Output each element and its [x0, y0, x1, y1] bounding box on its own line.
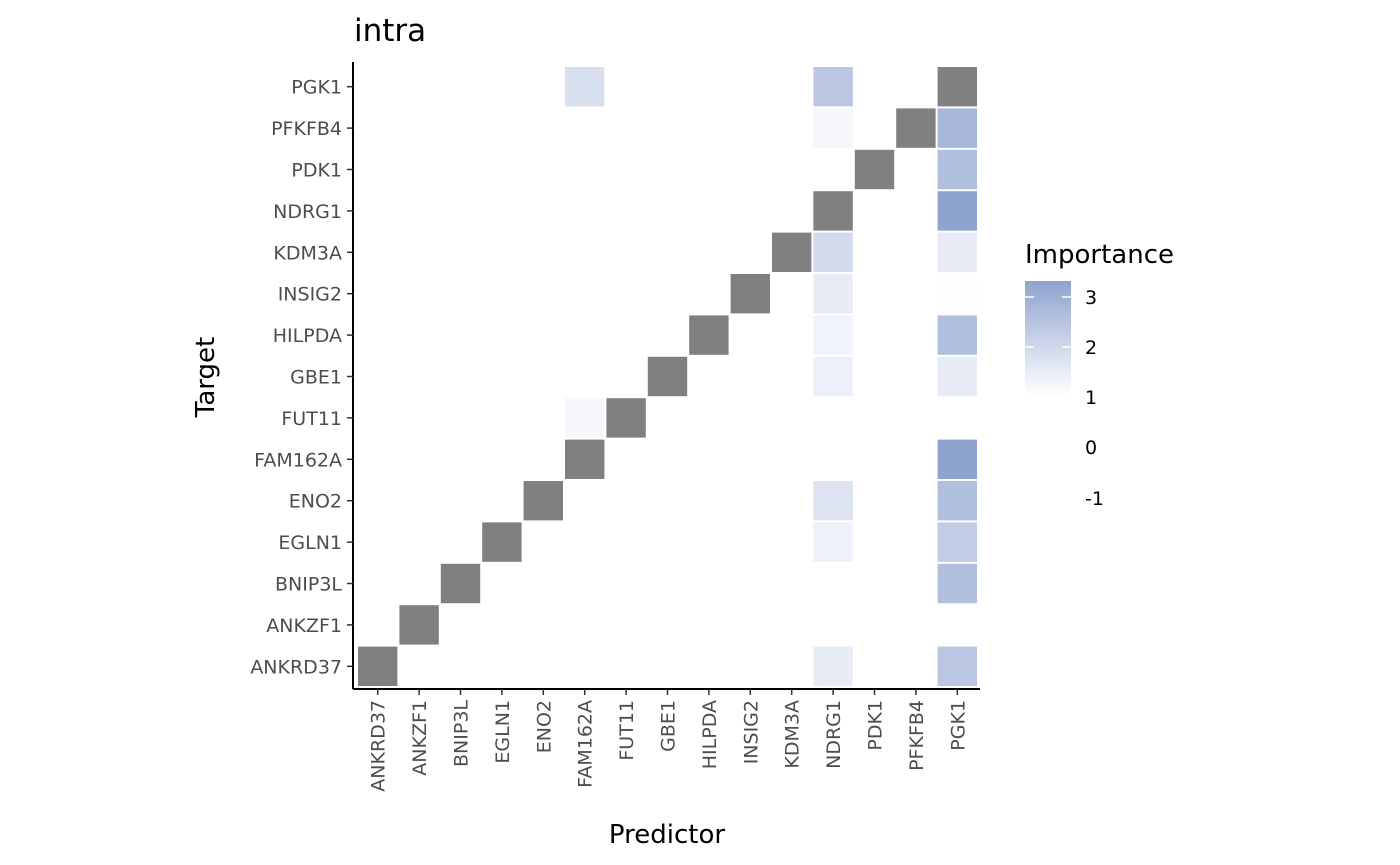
legend-label-0: 0 — [1085, 437, 1097, 459]
x-tick-label-eno2: ENO2 — [533, 700, 555, 753]
heatmap-cell-pgk1-fam162a — [937, 439, 977, 479]
heatmap-cell-fut11-fut11 — [606, 398, 646, 438]
x-tick-label-kdm3a: KDM3A — [782, 700, 804, 769]
heatmap-cell-ankzf1-ankzf1 — [399, 605, 439, 645]
heatmap-cell-eno2-eno2 — [523, 481, 563, 521]
heatmap-cell-pgk1-hilpda — [937, 315, 977, 355]
heatmap-cell-ankrd37-ankrd37 — [358, 646, 398, 686]
heatmap-cell-fam162a-fam162a — [565, 439, 605, 479]
heatmap-cell-gbe1-gbe1 — [647, 356, 688, 397]
legend-label-2: 2 — [1085, 337, 1097, 359]
heatmap-cell-pgk1-eno2 — [937, 481, 977, 521]
legend-label-3: 3 — [1085, 287, 1097, 309]
heatmap-cell-ndrg1-hilpda — [813, 315, 853, 355]
heatmap-cell-ndrg1-pgk1 — [813, 67, 853, 107]
legend-label-neg1: -1 — [1085, 488, 1104, 510]
x-tick-label-insig2: INSIG2 — [740, 700, 762, 764]
heatmap-cell-kdm3a-kdm3a — [772, 232, 812, 272]
x-tick-label-ankrd37: ANKRD37 — [368, 700, 390, 792]
y-axis-title: Target — [191, 337, 221, 418]
heatmap-cell-pgk1-pgk1 — [937, 67, 977, 107]
y-tick-label-insig2: INSIG2 — [278, 284, 342, 306]
x-tick-label-pfkfb4: PFKFB4 — [906, 700, 928, 771]
heatmap-cell-pgk1-pfkfb4 — [937, 108, 977, 148]
heatmap-cell-ndrg1-gbe1 — [813, 356, 853, 397]
y-tick-label-ankzf1: ANKZF1 — [266, 615, 342, 637]
y-tick-label-fam162a: FAM162A — [254, 449, 342, 471]
y-tick-label-egln1: EGLN1 — [278, 532, 342, 554]
heatmap-cell-pgk1-bnip3l — [937, 563, 977, 604]
x-tick-label-egln1: EGLN1 — [492, 700, 514, 764]
heatmap-cell-pgk1-ndrg1 — [937, 191, 977, 231]
heatmap-cell-pgk1-gbe1 — [937, 356, 977, 397]
heatmap-cell-hilpda-hilpda — [689, 315, 729, 355]
heatmap-cell-ndrg1-ankrd37 — [813, 646, 853, 686]
heatmap-cells — [358, 67, 977, 686]
x-tick-label-pgk1: PGK1 — [947, 700, 969, 751]
heatmap-cell-bnip3l-bnip3l — [440, 563, 481, 604]
heatmap-cell-ndrg1-eno2 — [813, 481, 853, 521]
heatmap-cell-fam162a-fut11 — [565, 398, 605, 438]
x-tick-label-ankzf1: ANKZF1 — [409, 700, 431, 776]
y-tick-label-bnip3l: BNIP3L — [275, 574, 342, 596]
legend-title: Importance — [1025, 240, 1174, 270]
x-tick-label-hilpda: HILPDA — [699, 700, 721, 769]
heatmap-cell-ndrg1-pfkfb4 — [813, 108, 853, 148]
y-tick-label-gbe1: GBE1 — [290, 367, 342, 389]
heatmap-cell-insig2-insig2 — [730, 274, 770, 314]
y-tick-label-pgk1: PGK1 — [291, 77, 342, 99]
x-tick-label-bnip3l: BNIP3L — [451, 700, 473, 767]
x-tick-label-fut11: FUT11 — [616, 700, 638, 761]
heatmap-cell-pgk1-ankrd37 — [937, 646, 977, 686]
y-tick-label-eno2: ENO2 — [289, 491, 342, 513]
heatmap-cell-pdk1-pdk1 — [854, 149, 895, 190]
heatmap-cell-pgk1-egln1 — [937, 522, 977, 562]
chart-title: intra — [354, 13, 426, 49]
y-tick-label-ndrg1: NDRG1 — [273, 201, 342, 223]
x-tick-label-fam162a: FAM162A — [575, 700, 597, 788]
x-axis-title: Predictor — [609, 820, 725, 850]
heatmap-cell-pfkfb4-pfkfb4 — [896, 108, 936, 148]
heatmap-cell-pgk1-insig2 — [937, 274, 977, 314]
y-tick-label-ankrd37: ANKRD37 — [250, 656, 342, 678]
x-tick-label-pdk1: PDK1 — [865, 700, 887, 751]
heatmap-cell-pgk1-kdm3a — [937, 232, 977, 272]
heatmap-cell-ndrg1-ndrg1 — [813, 191, 853, 231]
y-tick-label-fut11: FUT11 — [281, 408, 342, 430]
heatmap-cell-ndrg1-insig2 — [813, 274, 853, 314]
y-tick-label-pdk1: PDK1 — [291, 160, 342, 182]
y-tick-label-hilpda: HILPDA — [273, 325, 342, 347]
heatmap-cell-pgk1-pdk1 — [937, 149, 977, 190]
y-tick-label-pfkfb4: PFKFB4 — [271, 118, 342, 140]
heatmap-cell-egln1-egln1 — [482, 522, 522, 562]
heatmap-cell-ndrg1-kdm3a — [813, 232, 853, 272]
axes: ANKRD37 ANKZF1 BNIP3L EGLN1 ENO2 FAM162A FUT11… — [250, 62, 980, 792]
legend: Importance 3 2 1 0 -1 — [1025, 240, 1174, 510]
legend-label-1: 1 — [1085, 387, 1097, 409]
y-tick-label-kdm3a: KDM3A — [273, 242, 342, 264]
x-tick-label-gbe1: GBE1 — [658, 700, 680, 752]
heatmap-cell-ndrg1-egln1 — [813, 522, 853, 562]
legend-colorbar — [1025, 281, 1071, 396]
heatmap-cell-fam162a-pgk1 — [565, 67, 605, 107]
x-tick-label-ndrg1: NDRG1 — [823, 700, 845, 769]
